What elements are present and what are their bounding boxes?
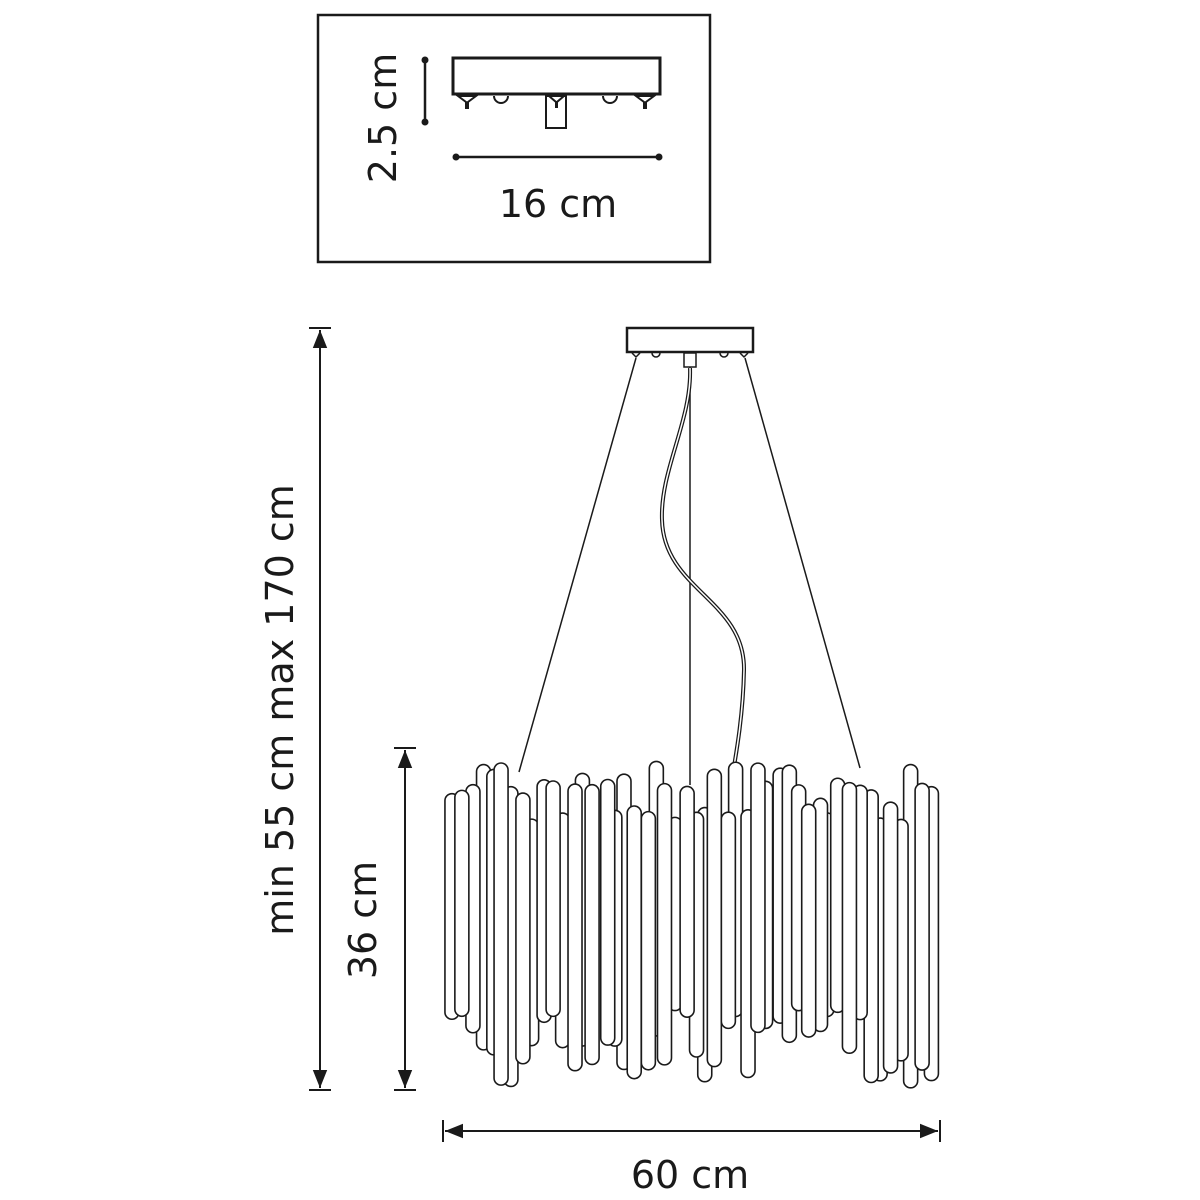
tube [841,781,858,1054]
body-height-label: 36 cm [341,861,385,979]
tube [567,783,583,1072]
body-height-dimension [394,747,416,1091]
tube [750,762,766,1034]
suspension-wires [518,357,861,785]
canopy-detail-inset: 2.5 cm 16 cm [316,13,712,264]
inset-frame [316,13,712,264]
suspension-height-label: min 55 cm max 170 cm [258,484,302,936]
tube [679,785,695,1018]
tube [800,803,817,1038]
tube [882,801,899,1074]
inset-width-label: 16 cm [499,182,617,226]
height-dimension-line [421,56,429,126]
inset-height-label: 2.5 cm [361,53,405,183]
width-dimension-line [452,153,663,161]
ceiling-canopy [625,326,755,368]
tube [599,778,616,1046]
tube [493,762,509,1086]
suspension-height-dimension [309,327,331,1091]
tube [626,805,643,1080]
width-dimension [442,1120,941,1142]
power-cable [659,367,747,791]
tube [706,768,723,1068]
tube [640,810,657,1071]
tube [656,782,673,1066]
tube [454,789,470,1018]
tube-cluster [444,760,940,1089]
tube [720,811,737,1030]
tube [584,783,600,1066]
canopy-plate [451,56,662,96]
tube [914,782,930,1071]
width-label: 60 cm [631,1153,749,1197]
canopy-fittings [455,95,657,129]
tube [545,780,561,1018]
tube [515,792,531,1065]
